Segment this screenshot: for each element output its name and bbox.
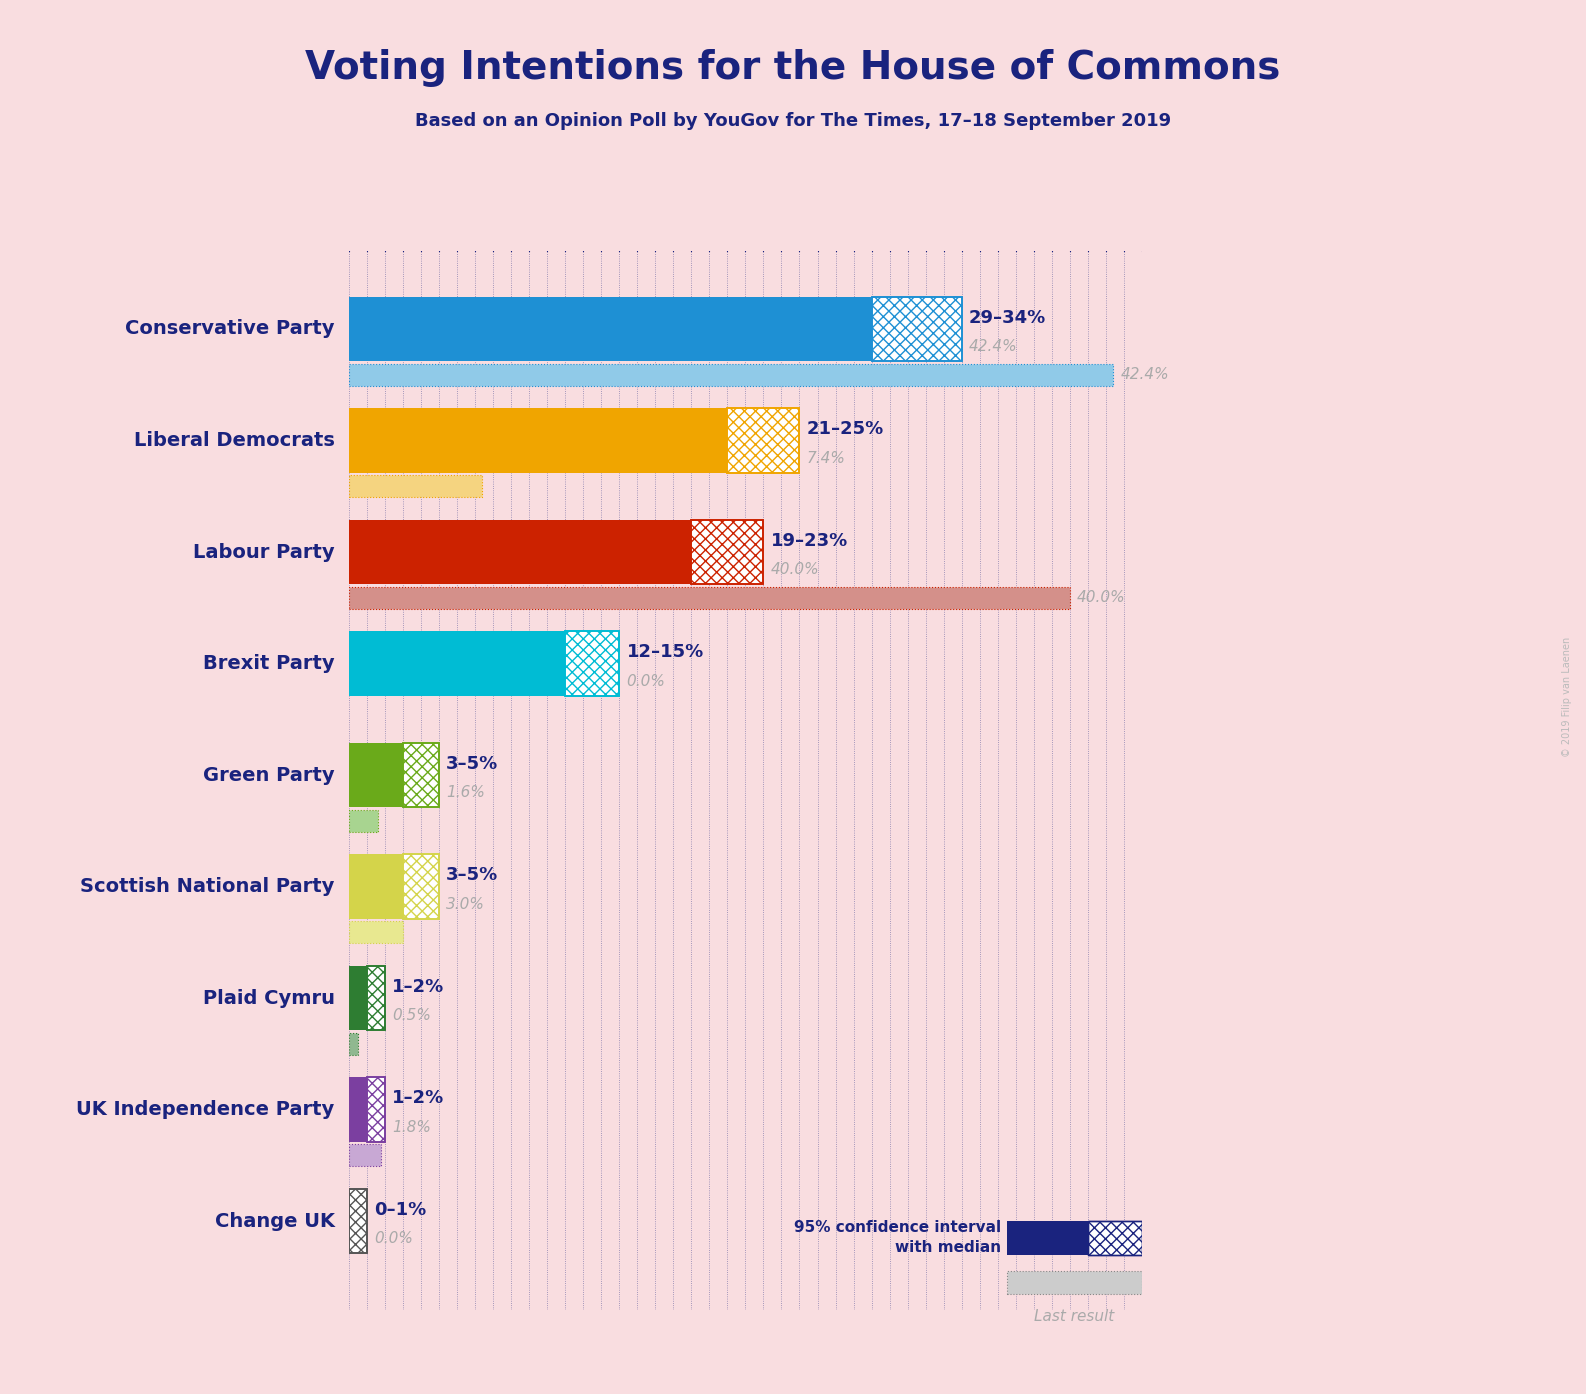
Bar (349, 364, 1113, 386)
Bar (403, 855, 439, 919)
Bar (565, 631, 619, 696)
Bar (403, 855, 439, 919)
Text: Last result: Last result (1034, 1309, 1115, 1324)
Text: 0.5%: 0.5% (392, 1008, 431, 1023)
Bar (366, 1078, 385, 1142)
Bar (691, 520, 763, 584)
Text: 1.8%: 1.8% (392, 1119, 431, 1135)
Bar (349, 1189, 366, 1253)
Text: © 2019 Filip van Laenen: © 2019 Filip van Laenen (1562, 637, 1572, 757)
Bar (349, 1144, 381, 1167)
Bar (728, 408, 799, 473)
Bar (872, 297, 961, 361)
Bar (872, 297, 961, 361)
Text: Scottish National Party: Scottish National Party (81, 877, 335, 896)
Bar (403, 743, 439, 807)
Bar (403, 743, 439, 807)
Text: 95% confidence interval
with median: 95% confidence interval with median (795, 1221, 1001, 1255)
Bar (349, 1189, 366, 1253)
Text: 1–2%: 1–2% (392, 979, 444, 995)
Bar (403, 743, 439, 807)
Text: 7.4%: 7.4% (807, 450, 845, 466)
Bar (366, 966, 385, 1030)
Text: 12–15%: 12–15% (626, 644, 704, 661)
Text: 42.4%: 42.4% (969, 339, 1018, 354)
Bar (349, 1189, 366, 1253)
Bar (1088, 1221, 1142, 1255)
Bar (691, 520, 763, 584)
Bar (349, 1033, 358, 1055)
Text: Conservative Party: Conservative Party (125, 319, 335, 339)
Bar (728, 408, 799, 473)
Bar (1088, 1221, 1142, 1255)
Text: 0.0%: 0.0% (374, 1231, 412, 1246)
Bar (349, 743, 403, 807)
Text: Green Party: Green Party (203, 765, 335, 785)
Bar (366, 1078, 385, 1142)
Text: 29–34%: 29–34% (969, 309, 1047, 326)
Text: Brexit Party: Brexit Party (203, 654, 335, 673)
Bar (728, 408, 799, 473)
Text: 1.6%: 1.6% (446, 785, 485, 800)
Bar (366, 966, 385, 1030)
Bar (349, 1078, 366, 1142)
Text: 3.0%: 3.0% (446, 896, 485, 912)
Text: UK Independence Party: UK Independence Party (76, 1100, 335, 1119)
Text: 3–5%: 3–5% (446, 756, 498, 772)
Text: 42.4%: 42.4% (1120, 367, 1169, 382)
Text: 0–1%: 0–1% (374, 1202, 427, 1218)
Bar (349, 297, 872, 361)
Text: Change UK: Change UK (214, 1211, 335, 1231)
Text: 1–2%: 1–2% (392, 1090, 444, 1107)
Bar (1088, 1221, 1142, 1255)
Bar (349, 631, 565, 696)
Bar (349, 587, 1071, 609)
Bar (403, 855, 439, 919)
Bar (1007, 1221, 1088, 1255)
Text: Voting Intentions for the House of Commons: Voting Intentions for the House of Commo… (306, 49, 1280, 86)
Text: 3–5%: 3–5% (446, 867, 498, 884)
Bar (366, 966, 385, 1030)
Text: 0.0%: 0.0% (626, 673, 666, 689)
Bar (1007, 1271, 1142, 1294)
Bar (349, 966, 366, 1030)
Bar (691, 520, 763, 584)
Bar (565, 631, 619, 696)
Text: Based on an Opinion Poll by YouGov for The Times, 17–18 September 2019: Based on an Opinion Poll by YouGov for T… (416, 112, 1170, 130)
Text: 40.0%: 40.0% (1077, 590, 1126, 605)
Text: 40.0%: 40.0% (771, 562, 820, 577)
Bar (366, 1078, 385, 1142)
Bar (349, 855, 403, 919)
Text: Liberal Democrats: Liberal Democrats (133, 431, 335, 450)
Bar (349, 520, 691, 584)
Bar (349, 921, 403, 944)
Text: 21–25%: 21–25% (807, 421, 883, 438)
Bar (565, 631, 619, 696)
Bar (349, 475, 482, 498)
Text: 19–23%: 19–23% (771, 533, 849, 549)
Bar (872, 297, 961, 361)
Text: Plaid Cymru: Plaid Cymru (203, 988, 335, 1008)
Text: Labour Party: Labour Party (193, 542, 335, 562)
Bar (349, 810, 377, 832)
Bar (349, 408, 728, 473)
